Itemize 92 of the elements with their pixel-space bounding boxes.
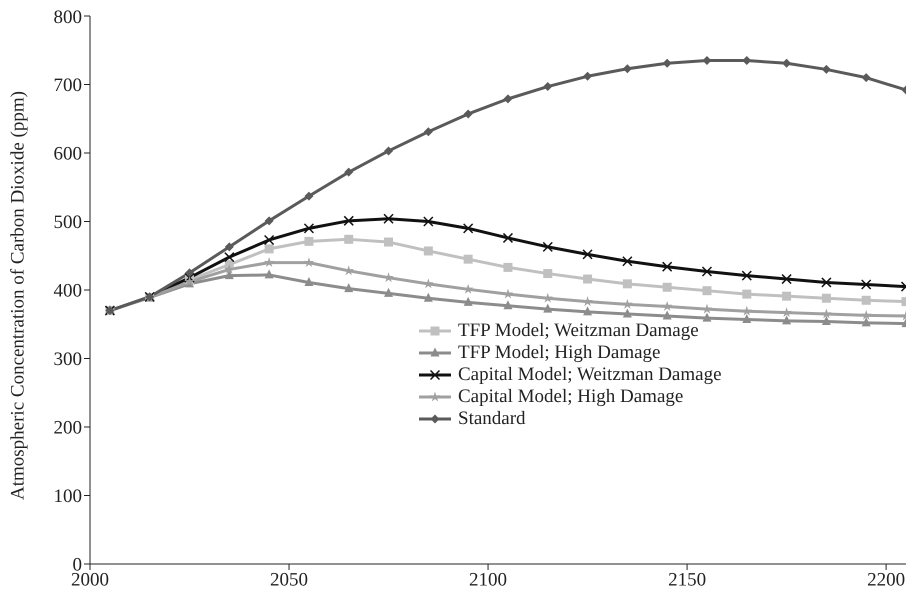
point	[543, 269, 552, 278]
legend-label: Capital Model; High Damage	[458, 386, 684, 408]
y-axis-title: Atmospheric Concentration of Carbon Dioxide (ppm)	[8, 91, 29, 500]
point	[542, 242, 554, 252]
point	[583, 306, 592, 316]
point	[224, 264, 235, 274]
point	[344, 283, 354, 292]
point	[424, 246, 433, 256]
point	[742, 314, 752, 323]
point	[781, 274, 792, 284]
point	[184, 272, 195, 283]
point	[424, 127, 433, 136]
point	[742, 306, 752, 316]
point	[344, 234, 354, 244]
y-tick-label: 800	[54, 6, 82, 28]
point	[662, 282, 672, 292]
point	[822, 294, 831, 303]
x-tick-label: 2150	[668, 569, 706, 590]
point	[622, 279, 632, 288]
x-tick-label: 2100	[469, 569, 508, 590]
point	[742, 290, 752, 299]
point	[782, 58, 792, 68]
point	[781, 307, 792, 318]
point	[224, 242, 234, 252]
point	[185, 268, 194, 278]
point	[543, 304, 552, 313]
point	[622, 298, 633, 309]
point	[821, 308, 832, 318]
point	[264, 234, 274, 246]
point	[304, 257, 314, 268]
point	[860, 279, 872, 290]
point	[344, 168, 354, 177]
point	[264, 269, 274, 278]
y-tick-label: 300	[54, 349, 82, 370]
point	[543, 82, 552, 92]
point	[502, 232, 514, 244]
point	[424, 292, 433, 302]
point	[702, 266, 712, 277]
point	[702, 286, 712, 296]
point	[582, 249, 593, 260]
x-tick-label: 2200	[867, 569, 906, 590]
point	[264, 216, 274, 226]
y-tick-label: 200	[54, 418, 82, 439]
point	[304, 192, 314, 201]
point	[464, 296, 473, 306]
point	[662, 310, 672, 320]
point	[384, 146, 394, 156]
point	[860, 310, 872, 320]
point	[862, 317, 871, 326]
legend-label: TFP Model; High Damage	[458, 342, 660, 364]
y-tick-label: 600	[54, 144, 82, 165]
point	[264, 244, 274, 254]
point	[583, 72, 592, 81]
point	[503, 94, 512, 104]
x-tick-label: 2050	[270, 569, 308, 590]
point	[822, 316, 831, 326]
point	[304, 236, 314, 246]
point	[464, 109, 473, 118]
point	[503, 262, 512, 272]
point	[662, 261, 672, 272]
y-tick-label: 400	[54, 280, 82, 302]
point	[862, 73, 871, 82]
point	[343, 216, 354, 226]
point	[304, 276, 314, 286]
y-tick-label: 500	[54, 212, 82, 234]
point	[423, 216, 434, 227]
point	[702, 312, 712, 322]
point	[264, 257, 274, 268]
point	[821, 277, 832, 288]
point	[622, 256, 633, 266]
point	[383, 214, 394, 224]
y-tick-label: 700	[54, 75, 82, 96]
point	[503, 300, 512, 310]
point	[224, 252, 235, 262]
point	[304, 223, 314, 234]
point	[622, 308, 632, 318]
point	[662, 300, 672, 311]
point	[822, 64, 831, 74]
point	[462, 223, 474, 234]
legend-label: Capital Model; Weitzman Damage	[458, 364, 722, 386]
point	[742, 270, 752, 281]
point	[622, 64, 632, 74]
legend-label: TFP Model; Weitzman Damage	[458, 320, 699, 342]
legend-label: Standard	[458, 408, 526, 430]
y-tick-label: 100	[54, 486, 82, 508]
point	[384, 288, 394, 297]
point	[464, 254, 473, 264]
point	[583, 274, 592, 284]
point	[782, 315, 792, 324]
point	[862, 296, 871, 305]
point	[782, 292, 792, 301]
point	[384, 238, 394, 247]
